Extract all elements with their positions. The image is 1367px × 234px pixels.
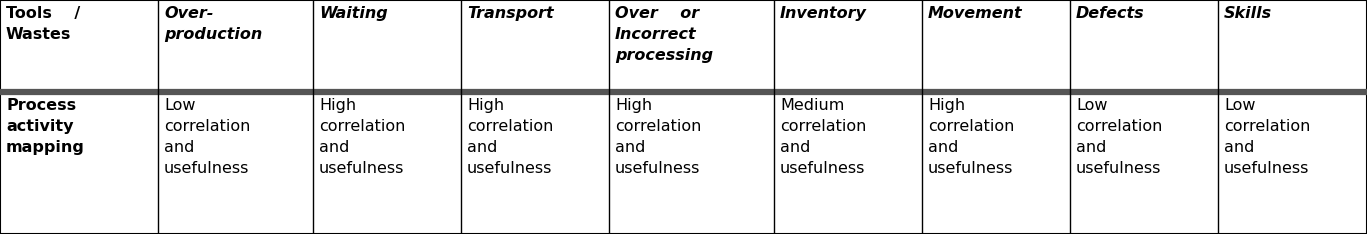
Text: High
correlation
and
usefulness: High correlation and usefulness	[615, 98, 701, 176]
Text: Transport: Transport	[468, 6, 554, 21]
Text: Process
activity
mapping: Process activity mapping	[5, 98, 85, 155]
Text: Medium
correlation
and
usefulness: Medium correlation and usefulness	[781, 98, 867, 176]
Text: Low
correlation
and
usefulness: Low correlation and usefulness	[1223, 98, 1311, 176]
Text: Over-
production: Over- production	[164, 6, 262, 42]
Text: High
correlation
and
usefulness: High correlation and usefulness	[319, 98, 406, 176]
Text: Tools    /
Wastes: Tools / Wastes	[5, 6, 81, 42]
Text: Low
correlation
and
usefulness: Low correlation and usefulness	[1076, 98, 1162, 176]
Text: Defects: Defects	[1076, 6, 1144, 21]
Text: High
correlation
and
usefulness: High correlation and usefulness	[928, 98, 1014, 176]
Text: Movement: Movement	[928, 6, 1023, 21]
Text: High
correlation
and
usefulness: High correlation and usefulness	[468, 98, 554, 176]
Text: Low
correlation
and
usefulness: Low correlation and usefulness	[164, 98, 250, 176]
Text: Inventory: Inventory	[781, 6, 867, 21]
Text: Over    or
Incorrect
processing: Over or Incorrect processing	[615, 6, 714, 63]
Text: Waiting: Waiting	[319, 6, 388, 21]
Text: Skills: Skills	[1223, 6, 1273, 21]
